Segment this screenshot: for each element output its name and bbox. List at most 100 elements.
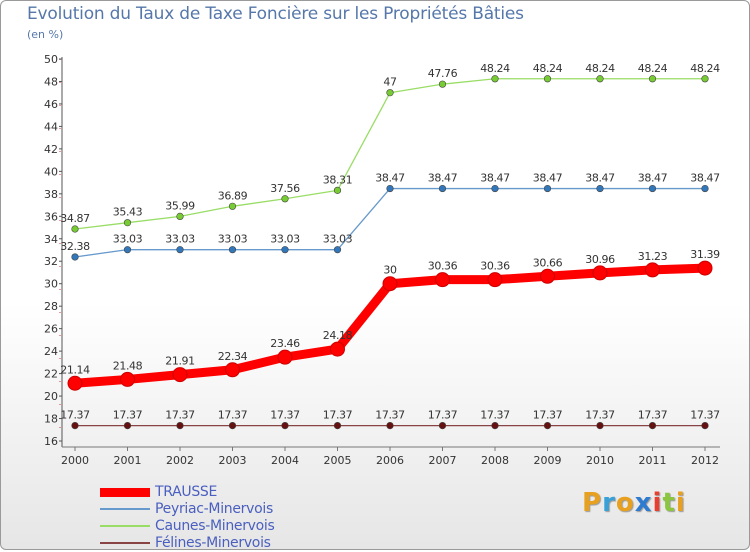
data-point-peyriac-minervois	[123, 246, 132, 254]
data-point-f-lines-minervois	[228, 422, 237, 430]
data-label-trausse: 30.66	[533, 256, 563, 269]
data-point-trausse	[645, 262, 660, 278]
data-point-f-lines-minervois	[386, 422, 394, 430]
y-tick-label: 32	[44, 255, 58, 268]
data-label-peyriac-minervois: 32.38	[60, 240, 90, 253]
y-tick-label: 18	[44, 413, 58, 426]
data-point-peyriac-minervois	[386, 184, 394, 193]
data-point-trausse	[330, 341, 345, 357]
data-point-caunes-minervois	[596, 75, 604, 83]
legend-label: Félines-Minervois	[155, 535, 271, 551]
y-tick-label: 30	[44, 278, 58, 291]
x-tick-label: 2009	[534, 454, 562, 467]
data-label-peyriac-minervois: 38.47	[533, 172, 563, 185]
x-tick-label: 2002	[166, 454, 194, 467]
legend-label: TRAUSSE	[155, 484, 218, 500]
unit-label: (en %)	[27, 28, 64, 41]
data-label-f-lines-minervois: 17.37	[585, 409, 615, 422]
data-point-peyriac-minervois	[543, 184, 552, 193]
x-tick-label: 2000	[61, 454, 89, 467]
data-point-trausse	[172, 367, 188, 383]
data-point-f-lines-minervois	[176, 422, 184, 430]
data-point-f-lines-minervois	[71, 422, 79, 430]
data-point-caunes-minervois	[333, 186, 342, 194]
y-tick-label: 24	[44, 345, 58, 358]
data-label-f-lines-minervois: 17.37	[638, 409, 668, 422]
data-label-caunes-minervois: 34.87	[60, 212, 90, 225]
data-point-f-lines-minervois	[543, 422, 552, 430]
line-chart: 16 18 20 22 24 26 28 30 32 34 36 38 40 42 44 46 48 50 2000…	[44, 53, 721, 467]
proxiti-logo: Proxiti	[582, 488, 686, 518]
data-label-caunes-minervois: 47	[383, 76, 397, 89]
data-point-caunes-minervois	[438, 80, 447, 88]
data-label-trausse: 21.91	[165, 355, 195, 368]
y-tick-label: 20	[44, 390, 58, 403]
y-tick-label: 28	[44, 300, 58, 313]
data-label-peyriac-minervois: 33.03	[323, 233, 353, 246]
y-tick-label: 40	[44, 165, 58, 178]
data-point-peyriac-minervois	[281, 246, 289, 254]
data-label-f-lines-minervois: 17.37	[218, 409, 248, 422]
data-label-f-lines-minervois: 17.37	[60, 409, 90, 422]
data-point-caunes-minervois	[176, 212, 184, 221]
data-point-f-lines-minervois	[596, 422, 604, 430]
data-point-peyriac-minervois	[596, 184, 604, 193]
data-point-trausse	[382, 276, 398, 292]
data-point-f-lines-minervois	[333, 422, 342, 430]
y-tick-label: 44	[44, 120, 58, 133]
data-label-caunes-minervois: 48.24	[690, 62, 720, 75]
logo-letter: P	[582, 488, 603, 518]
data-label-caunes-minervois: 48.24	[638, 62, 668, 75]
y-tick-label: 22	[44, 368, 58, 381]
data-point-peyriac-minervois	[438, 184, 447, 193]
data-label-trausse: 31.23	[638, 250, 668, 263]
data-point-f-lines-minervois	[438, 422, 447, 430]
logo-letter: t	[662, 488, 676, 518]
data-point-f-lines-minervois	[281, 422, 289, 430]
data-label-peyriac-minervois: 38.47	[690, 172, 720, 185]
x-tick-label: 2011	[639, 454, 667, 467]
data-label-trausse: 22.34	[218, 350, 248, 363]
x-tick-label: 2003	[219, 454, 247, 467]
data-point-trausse	[225, 362, 240, 378]
data-point-peyriac-minervois	[491, 184, 499, 193]
data-point-caunes-minervois	[648, 75, 657, 83]
data-label-peyriac-minervois: 33.03	[165, 233, 195, 246]
data-point-caunes-minervois	[71, 225, 79, 233]
data-point-caunes-minervois	[123, 219, 132, 227]
data-label-peyriac-minervois: 38.47	[585, 172, 615, 185]
data-label-trausse: 30	[383, 264, 397, 277]
y-tick-label: 42	[44, 143, 58, 156]
data-label-caunes-minervois: 47.76	[428, 67, 458, 80]
data-label-caunes-minervois: 37.56	[270, 182, 300, 195]
data-point-trausse	[697, 260, 713, 276]
data-label-trausse: 31.39	[690, 248, 720, 261]
data-point-trausse	[592, 265, 608, 281]
x-tick-label: 2008	[481, 454, 509, 467]
y-tick-label: 48	[44, 75, 58, 88]
y-tick-label: 36	[44, 210, 58, 223]
y-tick-label: 38	[44, 188, 58, 201]
logo-letter: i	[675, 488, 686, 518]
data-label-caunes-minervois: 48.24	[585, 62, 615, 75]
data-label-caunes-minervois: 38.31	[323, 173, 353, 186]
data-label-trausse: 24.18	[323, 329, 353, 342]
x-tick-label: 2006	[376, 454, 404, 467]
x-tick-label: 2012	[691, 454, 719, 467]
data-label-f-lines-minervois: 17.37	[270, 409, 300, 422]
data-label-trausse: 30.96	[585, 253, 615, 266]
data-label-peyriac-minervois: 38.47	[375, 172, 405, 185]
data-label-trausse: 30.36	[428, 260, 458, 273]
data-point-caunes-minervois	[491, 75, 499, 83]
legend-swatch	[100, 488, 150, 497]
y-tick-label: 34	[44, 233, 58, 246]
legend-label: Peyriac-Minervois	[155, 501, 273, 517]
data-label-peyriac-minervois: 33.03	[218, 233, 248, 246]
data-label-trausse: 21.14	[60, 363, 90, 376]
data-point-peyriac-minervois	[228, 246, 237, 254]
data-point-peyriac-minervois	[176, 246, 184, 254]
data-label-f-lines-minervois: 17.37	[533, 409, 563, 422]
y-tick-label: 46	[44, 98, 58, 111]
y-tick-label: 26	[44, 323, 58, 336]
data-label-f-lines-minervois: 17.37	[375, 409, 405, 422]
